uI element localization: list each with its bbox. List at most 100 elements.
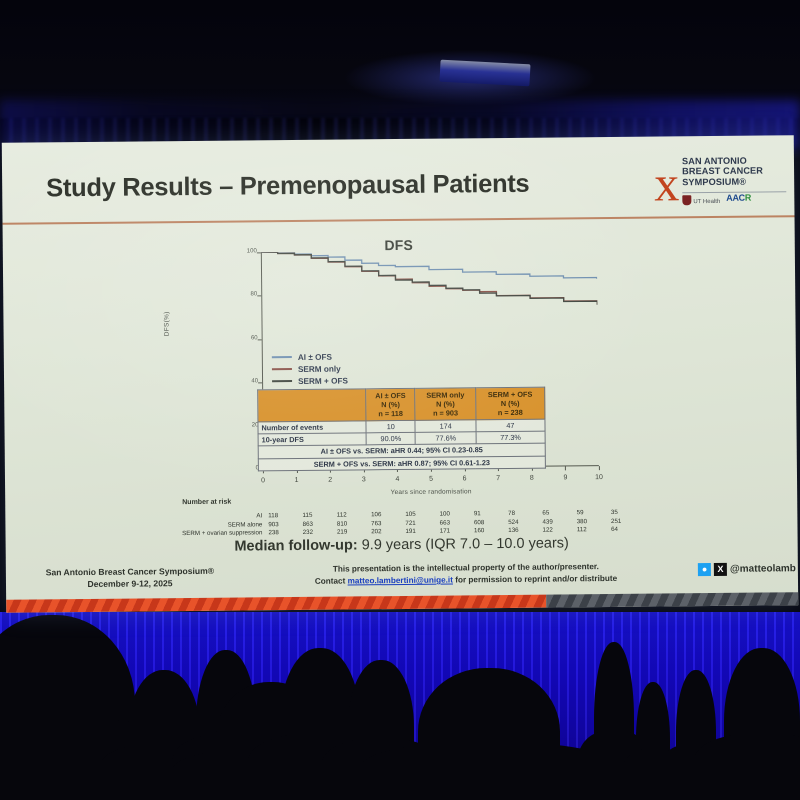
chart-legend: AI ± OFS SERM only SERM + OFS [271, 351, 348, 388]
x-tick-label: 4 [395, 476, 400, 484]
legend-item: SERM only [271, 363, 348, 376]
x-tick-label: 0 [261, 477, 266, 485]
twitter-icon[interactable]: ● [697, 563, 712, 577]
x-tick-label: 7 [496, 475, 501, 483]
at-risk-cell: 65 [542, 509, 550, 517]
x-tick-label: 10 [595, 474, 603, 482]
median-followup-value: 9.9 years (IQR 7.0 – 10.0 years) [361, 535, 569, 554]
number-at-risk-table: AI 118 115 112 106 105 100 91 78 65 59 35 SERM alone… [155, 509, 645, 539]
chart-x-axis-label: Years since randomisation [390, 488, 472, 497]
results-table-body: Number of events 10 174 47 10-year DFS 90.0% 7… [257, 419, 546, 471]
at-risk-cell: 136 [508, 526, 519, 534]
footer-contact-prefix: Contact [314, 576, 348, 586]
results-header-ai: AI ± OFS N (%) n = 118 [365, 388, 416, 421]
at-risk-cell: 78 [508, 509, 516, 517]
at-risk-cell: 663 [439, 519, 451, 527]
chart-y-axis-label: DFS(%) [163, 311, 171, 337]
results-cell: 77.3% [475, 431, 546, 444]
at-risk-cell: 903 [268, 520, 279, 528]
at-risk-cell: 35 [610, 508, 618, 516]
results-header-serm-ofs: SERM + OFS N (%) n = 238 [475, 387, 545, 420]
footer-notice: This presentation is the intellectual pr… [276, 561, 656, 589]
footer-contact-line: Contact matteo.lambertini@unige.it for p… [276, 573, 656, 589]
x-tick-label: 1 [294, 476, 299, 485]
curve-ai-ofs [260, 251, 598, 280]
results-cell: 10 [365, 420, 416, 433]
at-risk-cell: 191 [405, 527, 416, 535]
ut-health-logo: UT Health [682, 195, 720, 214]
footer-social: ● X @matteolamb [697, 562, 796, 577]
ut-health-label: UT Health [693, 198, 721, 206]
band-gray [546, 592, 799, 608]
survival-curves [260, 251, 598, 305]
sabcs-logo-line3: SYMPOSIUM® [682, 176, 747, 188]
at-risk-cell: 439 [542, 518, 553, 526]
results-row-label: Number of events [257, 420, 367, 434]
results-cell: 47 [475, 419, 546, 432]
at-risk-cell: 202 [371, 528, 382, 536]
y-tick [256, 252, 261, 254]
at-risk-cell: 863 [302, 520, 313, 528]
at-risk-cell: 112 [336, 511, 347, 519]
at-risk-row-label: SERM + ovarian suppression [182, 529, 263, 538]
results-table-head: AI ± OFS N (%) n = 118 SERM only N (%) n… [257, 387, 545, 422]
sabcs-logo-text: SAN ANTONIO BREAST CANCER SYMPOSIUM® [682, 155, 786, 187]
at-risk-cell: 380 [576, 517, 588, 525]
audience-silhouette [418, 668, 560, 800]
x-tick-label: 3 [361, 476, 366, 484]
results-header-blank [257, 388, 366, 422]
legend-item: AI ± OFS [271, 351, 348, 364]
results-table-header-row: AI ± OFS N (%) n = 118 SERM only N (%) n… [257, 387, 545, 422]
footer-symposium-dates: December 9-12, 2025 [87, 578, 173, 590]
at-risk-cell: 122 [542, 526, 553, 534]
median-followup: Median follow-up: 9.9 years (IQR 7.0 – 1… [6, 533, 798, 557]
presentation-slide: Study Results – Premenopausal Patients x… [1, 135, 799, 613]
median-followup-label: Median follow-up: [234, 537, 358, 555]
at-risk-cell: 59 [576, 509, 584, 517]
hazard-ratio-note: SERM + OFS vs. SERM: aHR 0.87; 95% CI 0.… [258, 455, 546, 471]
aacr-logo: AACR [726, 192, 752, 214]
number-at-risk-body: AI 118 115 112 106 105 100 91 78 65 59 35 SERM alone… [155, 509, 645, 539]
at-risk-cell: 524 [508, 518, 519, 526]
results-cell: 77.6% [415, 431, 477, 445]
at-risk-cell: 100 [439, 510, 450, 518]
logo-partners: UT Health AACR [682, 191, 787, 215]
number-at-risk-title: Number at risk [182, 498, 232, 507]
ceiling-light-fixture [439, 59, 531, 87]
y-tick [257, 339, 262, 341]
footer-left: San Antonio Breast Cancer Symposium® Dec… [10, 564, 250, 590]
y-tick [257, 295, 262, 297]
footer-contact-email[interactable]: matteo.lambertini@unige.it [347, 575, 453, 586]
y-tick-label: 80 [250, 291, 258, 298]
y-tick-label: 100 [246, 248, 257, 255]
at-risk-cell: 238 [268, 529, 279, 537]
social-handle: @matteolamb [729, 563, 796, 575]
legend-swatch [272, 380, 293, 383]
at-risk-cell: 91 [473, 510, 481, 518]
legend-item: SERM + OFS [272, 375, 348, 388]
sabcs-ribbon-icon: x [653, 155, 680, 212]
y-tick-label: 0 [241, 465, 259, 471]
results-table: AI ± OFS N (%) n = 118 SERM only N (%) n… [257, 386, 546, 472]
legend-label: SERM + OFS [298, 376, 348, 386]
x-tick-label: 2 [328, 476, 333, 484]
table-row: SERM + OFS vs. SERM: aHR 0.87; 95% CI 0.… [258, 455, 546, 471]
footer-contact-suffix: for permission to reprint and/or distrib… [452, 573, 618, 585]
results-cell: 90.0% [366, 432, 416, 445]
legend-label: AI ± OFS [297, 352, 332, 362]
at-risk-cell: 118 [268, 512, 279, 520]
legend-swatch [271, 368, 292, 371]
title-divider [2, 215, 795, 225]
ceiling [0, 0, 800, 152]
y-tick [258, 382, 263, 384]
y-tick-label: 40 [251, 378, 259, 385]
at-risk-cell: 112 [576, 526, 587, 534]
at-risk-cell: 171 [439, 527, 451, 535]
at-risk-cell: 160 [473, 527, 485, 535]
aacr-label: AACR [726, 192, 752, 203]
x-tick [565, 466, 567, 471]
x-icon[interactable]: X [713, 562, 728, 576]
x-tick-label: 5 [429, 475, 433, 483]
